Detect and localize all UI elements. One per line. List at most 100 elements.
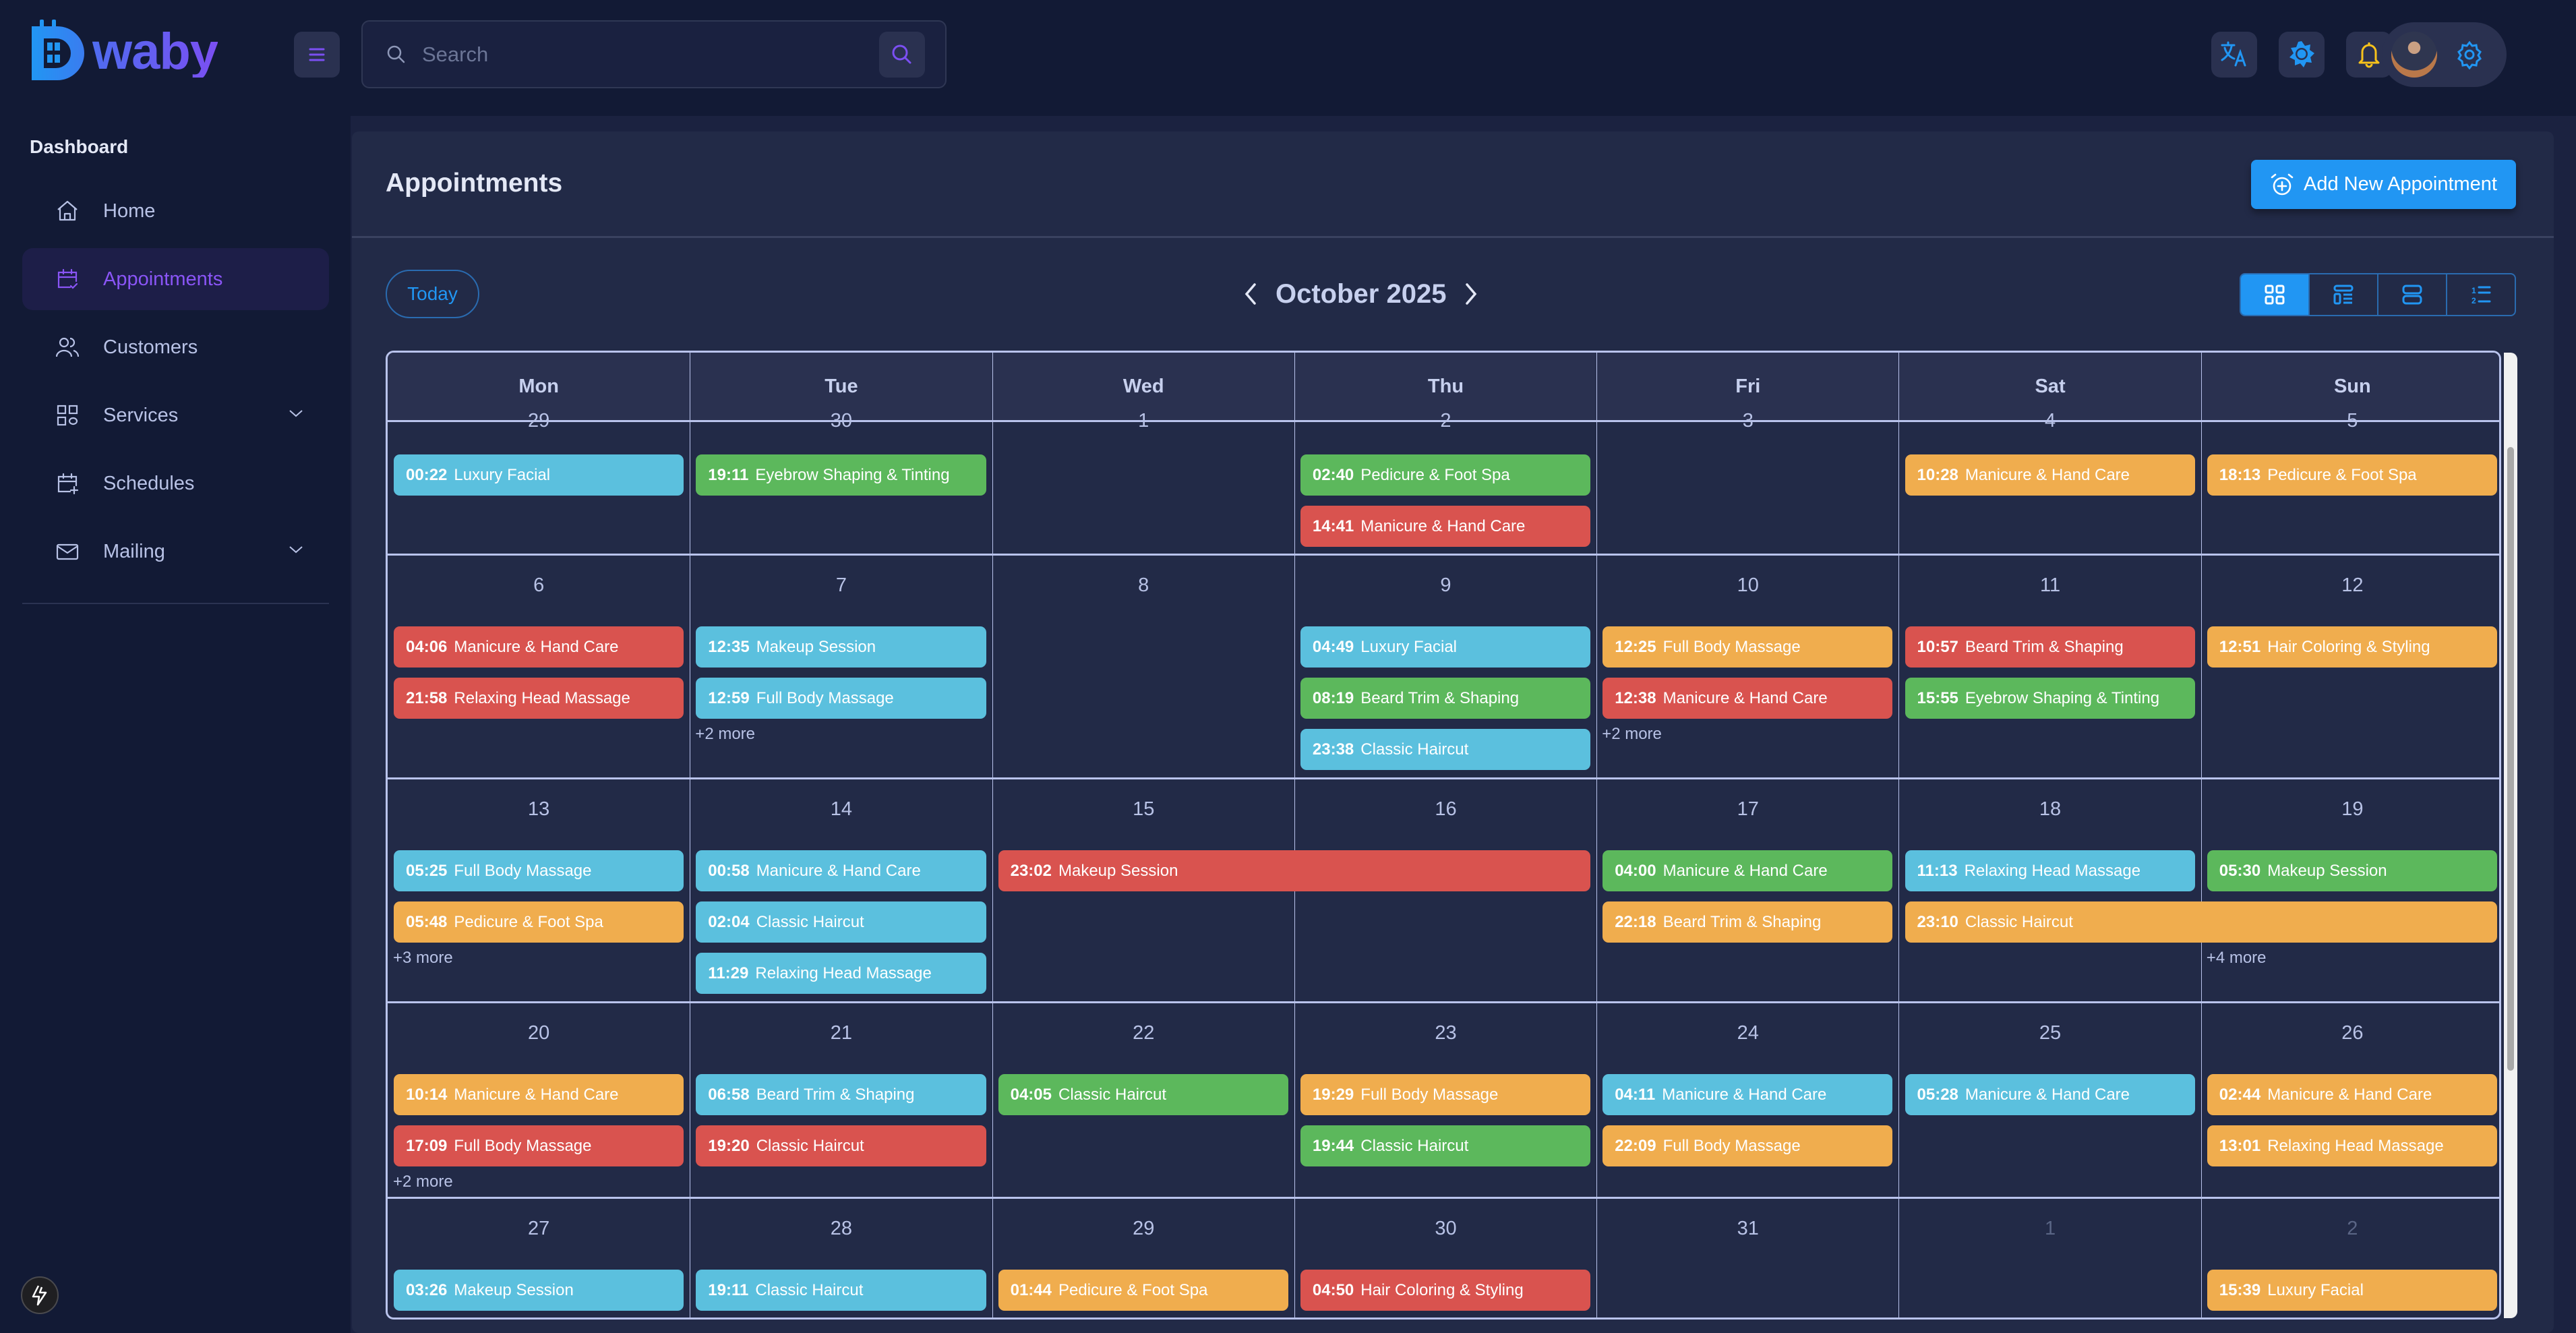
appointment-event[interactable]: 12:25 Full Body Massage: [1602, 626, 1893, 668]
day-number[interactable]: 6: [533, 574, 545, 596]
day-number[interactable]: 15: [1133, 798, 1155, 820]
appointment-event[interactable]: 05:25 Full Body Massage: [394, 850, 684, 891]
calendar-day-cell[interactable]: 17: [1596, 779, 1898, 1001]
appointment-event[interactable]: 17:09 Full Body Massage: [394, 1125, 684, 1166]
day-number[interactable]: 5: [2347, 410, 2358, 432]
more-events-link[interactable]: +4 more: [2206, 949, 2267, 967]
calendar-day-cell[interactable]: 29: [388, 410, 690, 554]
week-view-button[interactable]: [2308, 274, 2377, 315]
appointment-event[interactable]: 00:58 Manicure & Hand Care: [696, 850, 986, 891]
add-appointment-button[interactable]: Add New Appointment: [2251, 160, 2516, 209]
appointment-event[interactable]: 00:22 Luxury Facial: [394, 454, 684, 496]
search-button[interactable]: [879, 31, 925, 78]
sidebar-item-appointments[interactable]: Appointments: [22, 248, 329, 310]
language-button[interactable]: [2211, 32, 2257, 78]
calendar-day-cell[interactable]: 18: [1898, 779, 2200, 1001]
day-number[interactable]: 8: [1138, 574, 1149, 596]
appointment-event[interactable]: 12:51 Hair Coloring & Styling: [2207, 626, 2498, 668]
sidebar-item-customers[interactable]: Customers: [22, 316, 329, 378]
more-events-link[interactable]: +2 more: [1602, 725, 1662, 743]
day-number[interactable]: 22: [1133, 1022, 1155, 1044]
appointment-event[interactable]: 11:13 Relaxing Head Massage: [1905, 850, 2195, 891]
day-view-button[interactable]: [2377, 274, 2446, 315]
more-events-link[interactable]: +2 more: [393, 1173, 453, 1191]
day-number[interactable]: 18: [2039, 798, 2062, 820]
day-number[interactable]: 13: [528, 798, 550, 820]
appointment-event[interactable]: 02:40 Pedicure & Foot Spa: [1300, 454, 1591, 496]
appointment-event[interactable]: 22:18 Beard Trim & Shaping: [1602, 901, 1893, 943]
appointment-event[interactable]: 12:35 Makeup Session: [696, 626, 986, 668]
day-number[interactable]: 17: [1737, 798, 1759, 820]
calendar-day-cell[interactable]: 26: [2200, 1003, 2499, 1197]
day-number[interactable]: 11: [2039, 574, 2061, 596]
sidebar-item-mailing[interactable]: Mailing: [22, 521, 329, 583]
calendar-day-cell[interactable]: 14: [690, 779, 992, 1001]
appointment-event[interactable]: 10:14 Manicure & Hand Care: [394, 1074, 684, 1115]
day-number[interactable]: 29: [1133, 1218, 1155, 1239]
quick-actions-button[interactable]: [21, 1276, 59, 1314]
day-number[interactable]: 2: [1440, 410, 1451, 432]
day-number[interactable]: 29: [528, 410, 550, 432]
appointment-event[interactable]: 05:48 Pedicure & Foot Spa: [394, 901, 684, 943]
calendar-scrollbar[interactable]: [2504, 353, 2517, 1318]
appointment-event[interactable]: 02:04 Classic Haircut: [696, 901, 986, 943]
day-number[interactable]: 4: [2044, 410, 2056, 432]
appointment-event[interactable]: 02:44 Manicure & Hand Care: [2207, 1074, 2498, 1115]
avatar[interactable]: [2391, 32, 2437, 78]
appointment-event[interactable]: 04:00 Manicure & Hand Care: [1602, 850, 1893, 891]
calendar-day-cell[interactable]: 9: [1294, 556, 1596, 777]
day-number[interactable]: 3: [1742, 410, 1754, 432]
calendar-day-cell[interactable]: 10: [1596, 556, 1898, 777]
day-number[interactable]: 24: [1737, 1022, 1759, 1044]
calendar-day-cell[interactable]: 3: [1596, 410, 1898, 554]
appointment-event[interactable]: 19:44 Classic Haircut: [1300, 1125, 1591, 1166]
appointment-event[interactable]: 05:28 Manicure & Hand Care: [1905, 1074, 2195, 1115]
calendar-day-cell[interactable]: 28: [690, 1199, 992, 1317]
appointment-event[interactable]: 12:59 Full Body Massage: [696, 678, 986, 719]
calendar-day-cell[interactable]: 7: [690, 556, 992, 777]
appointment-event[interactable]: 06:58 Beard Trim & Shaping: [696, 1074, 986, 1115]
appointment-event[interactable]: 11:29 Relaxing Head Massage: [696, 953, 986, 994]
appointment-event[interactable]: 21:58 Relaxing Head Massage: [394, 678, 684, 719]
day-number[interactable]: 20: [528, 1022, 550, 1044]
appointment-event[interactable]: 13:01 Relaxing Head Massage: [2207, 1125, 2498, 1166]
calendar-day-cell[interactable]: 30: [690, 410, 992, 554]
day-number[interactable]: 21: [830, 1022, 853, 1044]
sidebar-item-schedules[interactable]: Schedules: [22, 452, 329, 514]
calendar-day-cell[interactable]: 30: [1294, 1199, 1596, 1317]
day-number[interactable]: 25: [2039, 1022, 2062, 1044]
search-input[interactable]: [422, 42, 879, 67]
appointment-event[interactable]: 19:11 Eyebrow Shaping & Tinting: [696, 454, 986, 496]
appointment-event[interactable]: 15:39 Luxury Facial: [2207, 1270, 2498, 1311]
day-number[interactable]: 27: [528, 1218, 550, 1239]
calendar-day-cell[interactable]: 2: [1294, 410, 1596, 554]
day-number[interactable]: 30: [830, 410, 853, 432]
appointment-event[interactable]: 10:28 Manicure & Hand Care: [1905, 454, 2195, 496]
calendar-day-cell[interactable]: 12: [2200, 556, 2499, 777]
today-button[interactable]: Today: [386, 270, 479, 318]
calendar-day-cell[interactable]: 21: [690, 1003, 992, 1197]
appointment-event[interactable]: 04:06 Manicure & Hand Care: [394, 626, 684, 668]
calendar-day-cell[interactable]: 20: [388, 1003, 690, 1197]
day-number[interactable]: 28: [830, 1218, 853, 1239]
appointment-event[interactable]: 05:30 Makeup Session: [2207, 850, 2498, 891]
appointment-event[interactable]: 08:19 Beard Trim & Shaping: [1300, 678, 1591, 719]
appointment-event[interactable]: 23:38 Classic Haircut: [1300, 729, 1591, 770]
calendar-day-cell[interactable]: 8: [992, 556, 1294, 777]
day-number[interactable]: 14: [830, 798, 853, 820]
calendar-day-cell[interactable]: 6: [388, 556, 690, 777]
calendar-day-cell[interactable]: 15: [992, 779, 1294, 1001]
appointment-event[interactable]: 14:41 Manicure & Hand Care: [1300, 506, 1591, 547]
calendar-day-cell[interactable]: 27: [388, 1199, 690, 1317]
calendar-day-cell[interactable]: 25: [1898, 1003, 2200, 1197]
day-number[interactable]: 31: [1737, 1218, 1759, 1239]
calendar-day-cell[interactable]: 2: [2200, 1199, 2499, 1317]
more-events-link[interactable]: +3 more: [393, 949, 453, 967]
calendar-day-cell[interactable]: 1: [1898, 1199, 2200, 1317]
menu-toggle-button[interactable]: [294, 32, 340, 78]
calendar-day-cell[interactable]: 23: [1294, 1003, 1596, 1197]
appointment-event[interactable]: 04:11 Manicure & Hand Care: [1602, 1074, 1893, 1115]
calendar-day-cell[interactable]: 4: [1898, 410, 2200, 554]
appointment-event[interactable]: 01:44 Pedicure & Foot Spa: [998, 1270, 1288, 1311]
